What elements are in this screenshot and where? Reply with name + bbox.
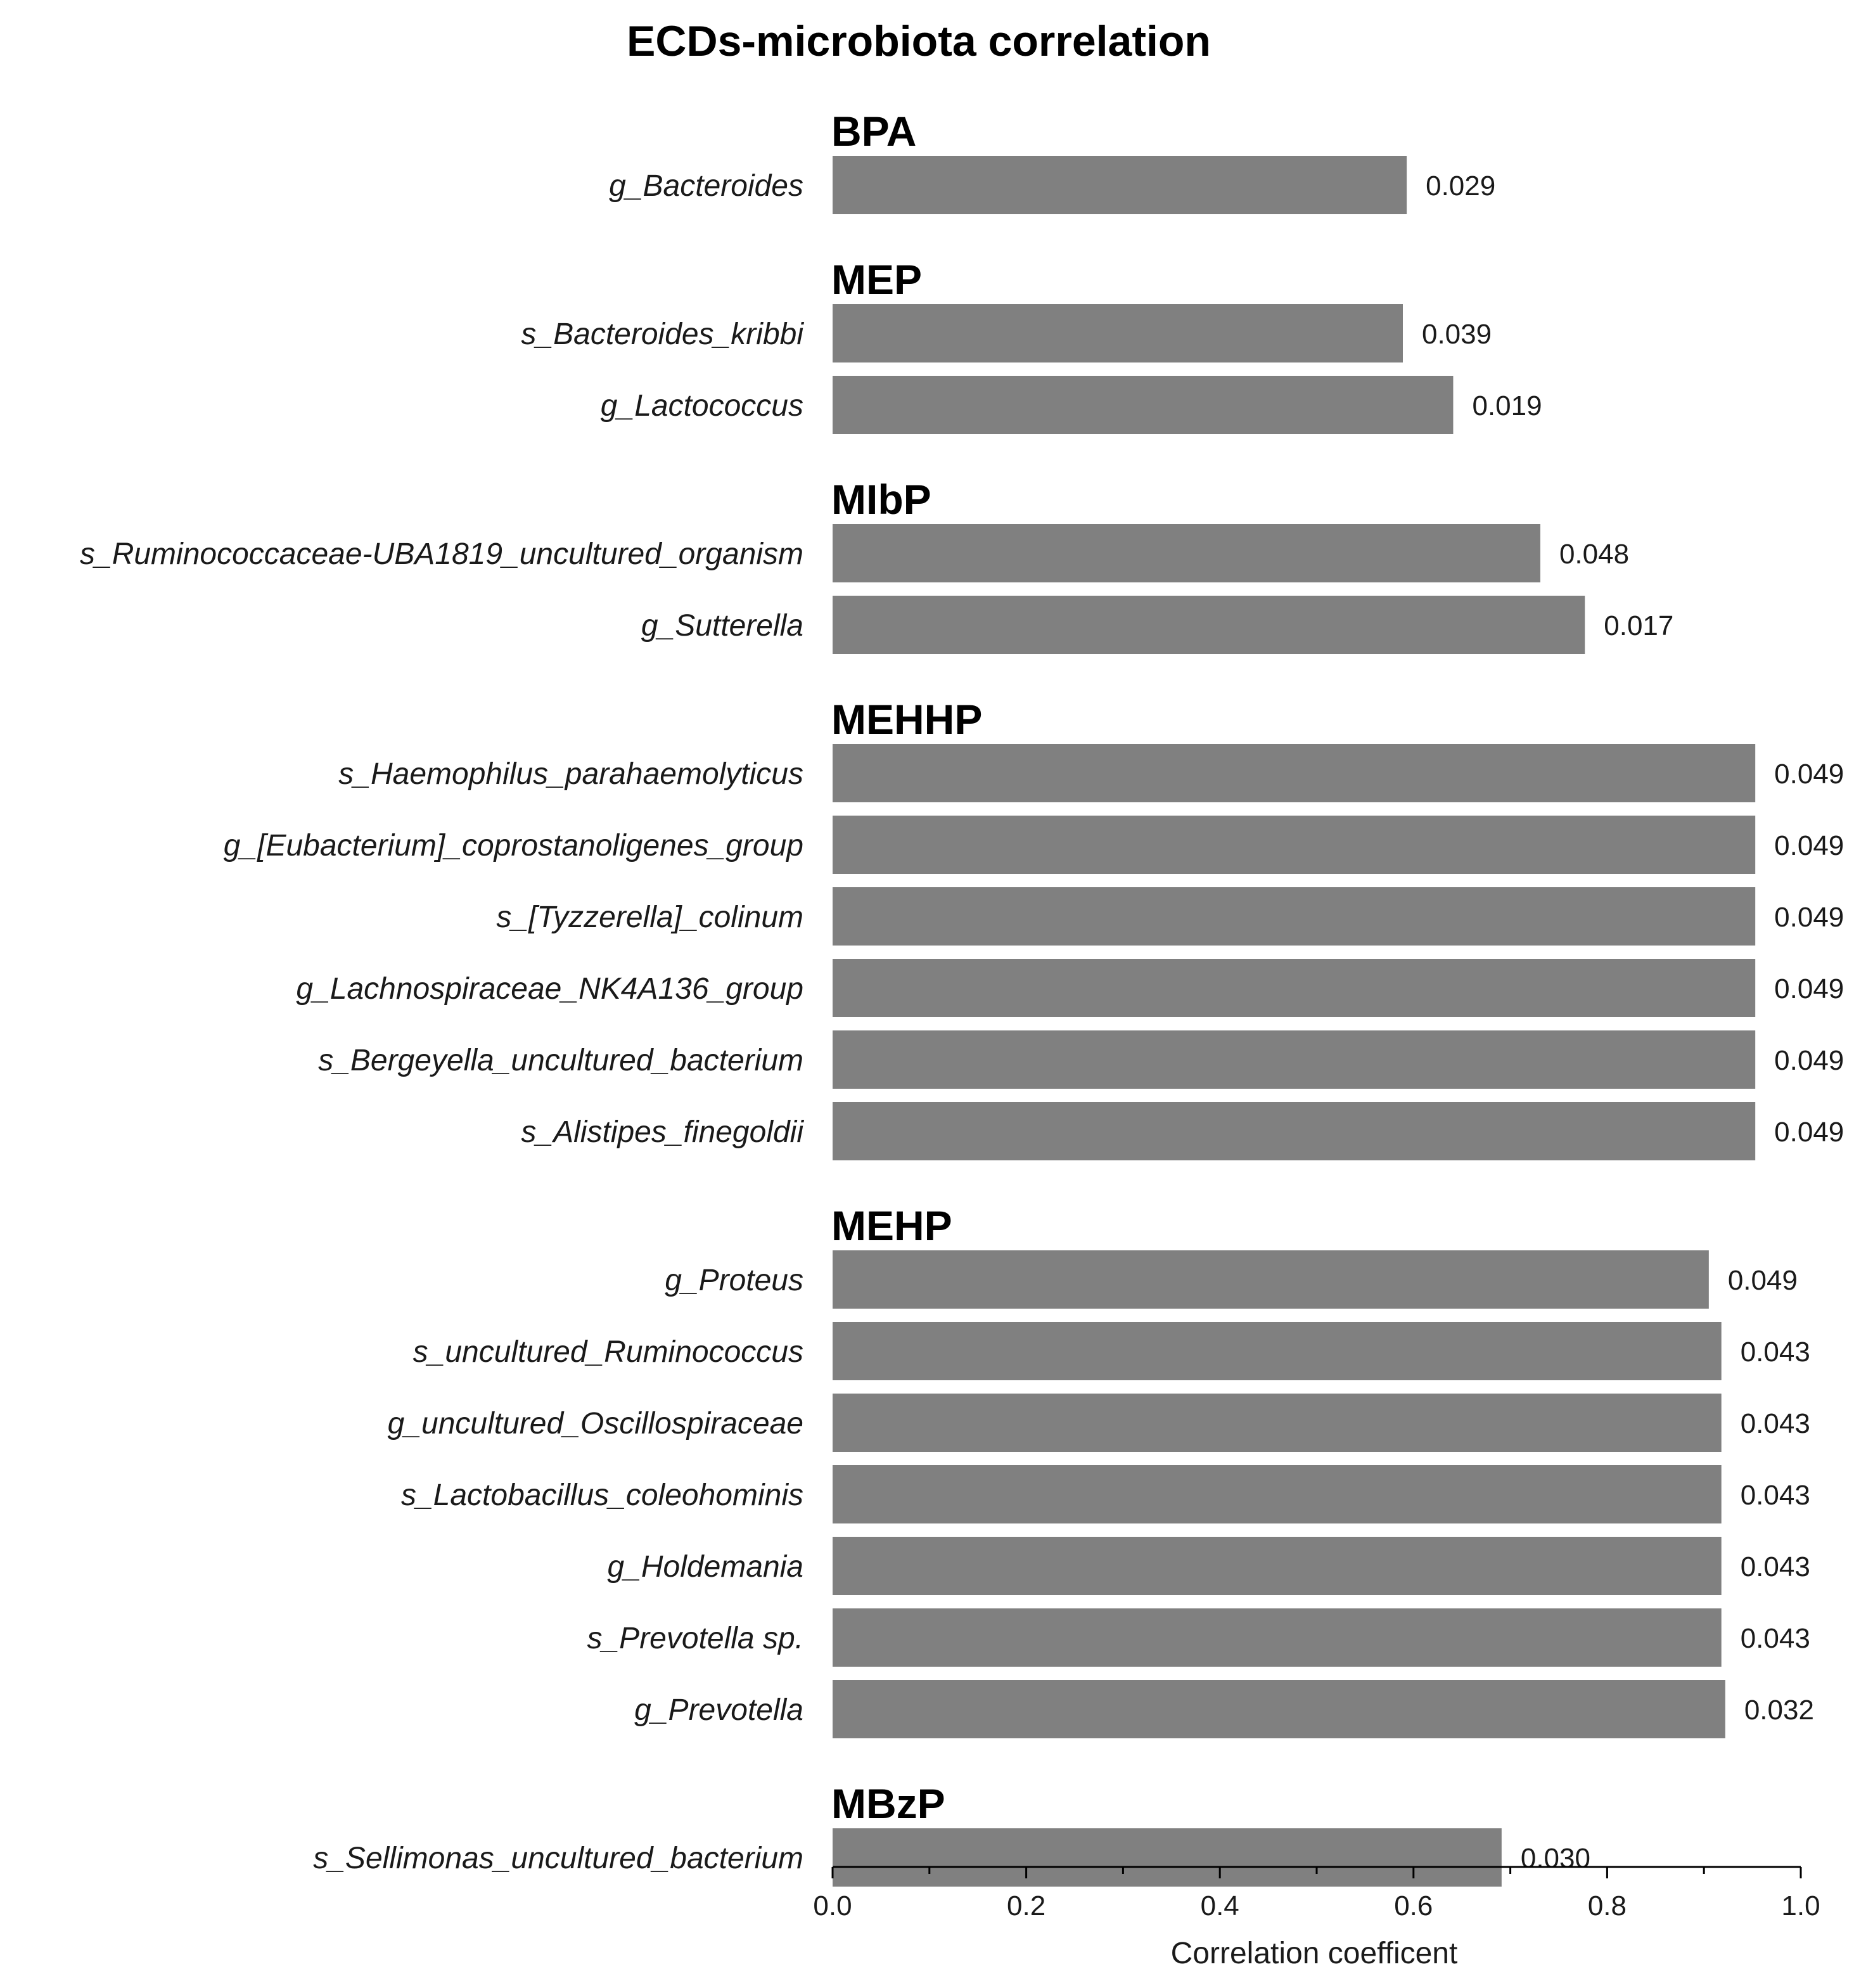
- data-label: 0.043: [1741, 1337, 1810, 1368]
- data-label: 0.039: [1422, 319, 1492, 350]
- bar: [833, 304, 1403, 362]
- category-label: s_[Tyzzerella]_colinum: [496, 901, 803, 934]
- group-header: BPA: [831, 108, 916, 155]
- group-header: MEP: [831, 256, 922, 303]
- category-label: s_uncultured_Ruminococcus: [413, 1335, 803, 1369]
- bar: [833, 1828, 1502, 1887]
- bar: [833, 816, 1756, 874]
- data-label: 0.049: [1728, 1265, 1798, 1296]
- category-label: s_Haemophilus_parahaemolyticus: [338, 757, 803, 791]
- category-label: s_Bacteroides_kribbi: [521, 317, 804, 351]
- bar: [833, 887, 1756, 946]
- x-axis: 0.0 0.2 0.4 0.6 0.8 1.0: [813, 1866, 1820, 1921]
- group-header: MEHP: [831, 1202, 952, 1249]
- data-label: 0.032: [1744, 1695, 1814, 1726]
- chart-title: ECDs-microbiota correlation: [627, 17, 1211, 65]
- category-label: g_Holdemania: [607, 1550, 803, 1584]
- data-label: 0.043: [1741, 1551, 1810, 1582]
- data-label: 0.019: [1472, 390, 1542, 421]
- bar-group: MIbP s_Ruminococcaceae-UBA1819_uncultured…: [80, 476, 1673, 654]
- data-label: 0.049: [1774, 1045, 1844, 1076]
- category-label: s_Bergeyella_uncultured_bacterium: [318, 1044, 803, 1077]
- bar-groups: BPA g_Bacteroides 0.029 MEP s_Bacteroides_kr…: [80, 108, 1844, 1887]
- bar: [833, 744, 1756, 802]
- data-label: 0.048: [1559, 539, 1629, 570]
- bar: [833, 1250, 1709, 1309]
- category-label: s_Alistipes_finegoldii: [521, 1115, 804, 1149]
- bar-group: MEHP g_Proteus 0.049 s_uncultured_Ruminococ…: [388, 1202, 1814, 1738]
- group-header: MIbP: [831, 476, 931, 523]
- category-label: g_uncultured_Oscillospiraceae: [388, 1407, 803, 1440]
- bar-group: MEHHP s_Haemophilus_parahaemolyticus 0.049…: [224, 696, 1844, 1160]
- bar: [833, 1465, 1722, 1523]
- bar: [833, 1030, 1756, 1089]
- data-label: 0.030: [1521, 1843, 1590, 1874]
- x-tick-label: 1.0: [1781, 1890, 1820, 1921]
- data-label: 0.049: [1774, 973, 1844, 1004]
- bar: [833, 156, 1407, 214]
- category-label: s_Ruminococcaceae-UBA1819_uncultured_org…: [80, 537, 803, 571]
- x-tick-label: 0.8: [1588, 1890, 1627, 1921]
- data-label: 0.043: [1741, 1480, 1810, 1511]
- x-tick-label: 0.2: [1007, 1890, 1045, 1921]
- bar-group: BPA g_Bacteroides 0.029: [609, 108, 1495, 214]
- group-header: MBzP: [831, 1780, 945, 1827]
- bar: [833, 1322, 1722, 1380]
- data-label: 0.029: [1426, 170, 1495, 202]
- data-label: 0.043: [1741, 1408, 1810, 1439]
- bar: [833, 1102, 1756, 1160]
- x-tick-label: 0.6: [1394, 1890, 1433, 1921]
- bar: [833, 1394, 1722, 1452]
- data-label: 0.043: [1741, 1623, 1810, 1654]
- data-label: 0.049: [1774, 759, 1844, 790]
- group-header: MEHHP: [831, 696, 982, 743]
- category-label: s_Prevotella sp.: [587, 1622, 803, 1655]
- bar: [833, 1608, 1722, 1667]
- category-label: g_[Eubacterium]_coprostanoligenes_group: [224, 829, 803, 863]
- bar: [833, 524, 1540, 582]
- bar: [833, 596, 1585, 654]
- bar-group: MEP s_Bacteroides_kribbi 0.039 g_Lactococcu…: [521, 256, 1542, 434]
- data-label: 0.017: [1604, 610, 1673, 641]
- category-label: g_Sutterella: [641, 609, 803, 643]
- category-label: g_Lachnospiraceae_NK4A136_group: [296, 972, 803, 1006]
- bar-group: MBzP s_Sellimonas_uncultured_bacterium 0.0…: [313, 1780, 1590, 1887]
- bar: [833, 1537, 1722, 1595]
- category-label: g_Bacteroides: [609, 169, 803, 203]
- bar: [833, 376, 1454, 434]
- category-label: g_Proteus: [665, 1264, 803, 1297]
- x-tick-label: 0.4: [1201, 1890, 1239, 1921]
- data-label: 0.049: [1774, 830, 1844, 861]
- bar: [833, 1680, 1725, 1738]
- category-label: g_Lactococcus: [601, 389, 803, 423]
- bar: [833, 959, 1756, 1017]
- category-label: s_Sellimonas_uncultured_bacterium: [313, 1842, 803, 1875]
- data-label: 0.049: [1774, 902, 1844, 933]
- category-label: g_Prevotella: [634, 1693, 803, 1727]
- x-tick-label: 0.0: [813, 1890, 852, 1921]
- data-label: 0.049: [1774, 1117, 1844, 1148]
- category-label: s_Lactobacillus_coleohominis: [401, 1478, 803, 1512]
- x-axis-label: Correlation coefficent: [1171, 1937, 1458, 1970]
